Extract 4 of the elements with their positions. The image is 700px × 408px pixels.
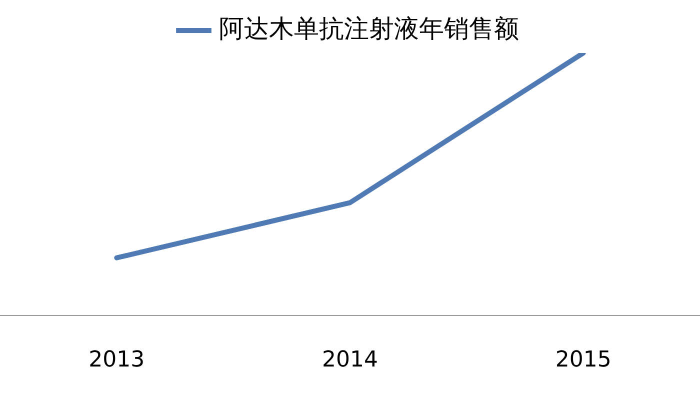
x-tick-label: 2013 <box>88 348 145 373</box>
x-tick-label: 2014 <box>322 348 378 373</box>
legend-label: 阿达木单抗注射液年销售额 <box>218 14 519 43</box>
x-tick-label: 2015 <box>555 348 612 373</box>
